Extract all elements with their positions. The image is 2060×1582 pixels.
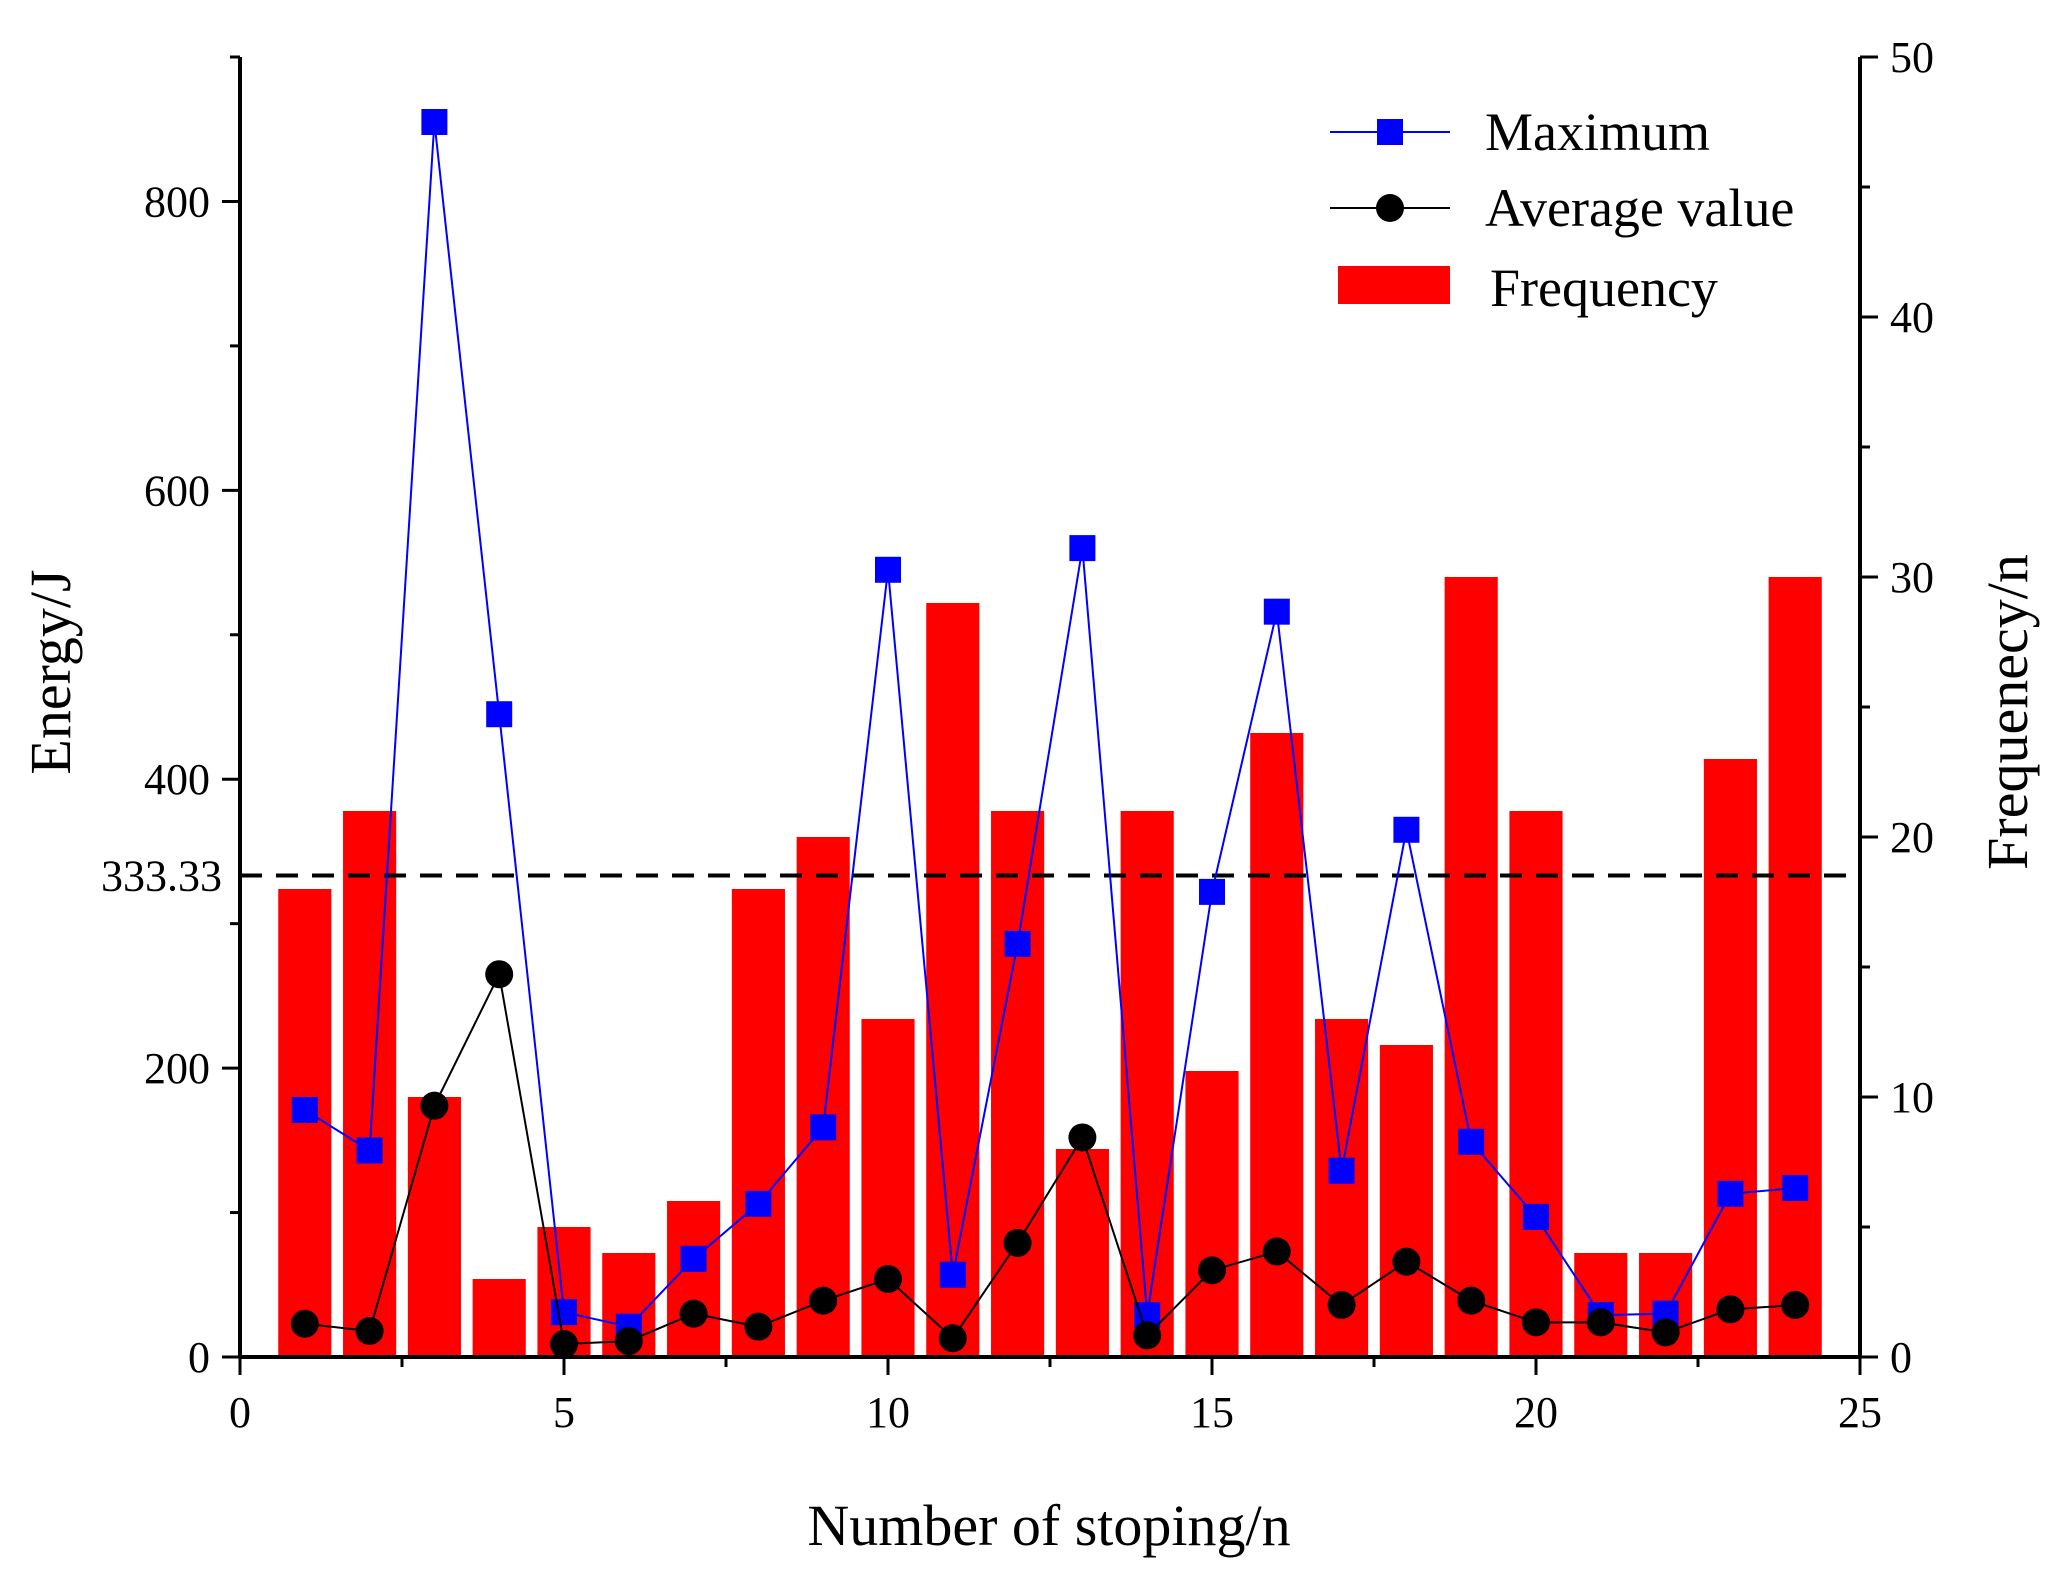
maximum-point	[291, 1097, 318, 1123]
right-tick-label: 10	[1890, 1073, 1934, 1122]
x-tick-label: 0	[229, 1388, 251, 1437]
legend: Maximum Average value Frequency	[1330, 102, 1794, 318]
x-tick-label: 20	[1514, 1388, 1558, 1437]
x-axis-title: Number of stoping/n	[807, 1493, 1290, 1558]
maximum-series	[291, 109, 1809, 1340]
average-point	[874, 1265, 902, 1293]
left-y-axis-title: Energy/J	[18, 569, 83, 774]
legend-average-marker	[1376, 194, 1404, 222]
maximum-point	[421, 109, 448, 135]
average-point	[290, 1309, 319, 1338]
left-tick-label: 800	[144, 177, 210, 226]
average-point	[355, 1317, 384, 1345]
maximum-point	[810, 1114, 837, 1141]
maximum-point	[1328, 1157, 1355, 1184]
maximum-point	[1782, 1175, 1809, 1201]
legend-average-label: Average value	[1485, 178, 1794, 238]
right-tick-label: 20	[1890, 813, 1934, 862]
frequency-bar	[1185, 1071, 1239, 1357]
maximum-point	[1263, 598, 1290, 625]
maximum-point	[486, 701, 513, 728]
frequency-bar	[1120, 811, 1174, 1357]
left-tick-label: 0	[188, 1333, 210, 1382]
average-point	[679, 1299, 708, 1328]
maximum-point	[939, 1261, 966, 1288]
maximum-point	[1004, 930, 1031, 957]
maximum-point	[1069, 535, 1096, 562]
frequency-bar	[407, 1097, 461, 1357]
x-axis: 0 5 10 15 20 25	[229, 1355, 1882, 1437]
average-value-line	[304, 971, 1796, 1346]
frequency-bar	[343, 811, 397, 1357]
maximum-point	[1393, 816, 1420, 843]
frequency-bar	[1703, 759, 1757, 1357]
right-y-axis-title: Frequenecy/n	[1975, 554, 2040, 870]
average-point	[1651, 1318, 1680, 1347]
right-tick-label: 50	[1890, 33, 1934, 82]
frequency-bar	[1768, 577, 1822, 1357]
x-tick-label: 5	[553, 1388, 575, 1437]
average-point	[1716, 1295, 1745, 1324]
x-tick-label: 10	[866, 1388, 910, 1437]
frequency-bar	[1509, 811, 1563, 1357]
right-tick-label: 30	[1890, 553, 1934, 602]
maximum-point	[875, 556, 901, 583]
average-point	[1392, 1247, 1421, 1276]
average-point	[420, 1091, 449, 1120]
frequency-bar	[991, 811, 1045, 1357]
frequency-bar	[796, 837, 850, 1357]
average-point	[938, 1324, 967, 1353]
average-point	[1133, 1321, 1162, 1350]
x-tick-label: 25	[1838, 1388, 1882, 1437]
maximum-point	[1458, 1128, 1485, 1155]
left-tick-label: 200	[144, 1044, 210, 1093]
maximum-line	[304, 121, 1796, 1328]
maximum-point	[680, 1245, 707, 1272]
average-point	[1327, 1291, 1356, 1319]
legend-maximum-marker	[1377, 119, 1403, 145]
average-point	[485, 960, 514, 989]
maximum-point	[1523, 1203, 1549, 1230]
maximum-point	[551, 1299, 577, 1326]
legend-maximum-label: Maximum	[1485, 102, 1710, 162]
average-point	[1198, 1256, 1226, 1285]
right-tick-label: 0	[1890, 1333, 1912, 1382]
average-point	[1522, 1308, 1550, 1337]
maximum-point	[1717, 1180, 1744, 1207]
average-point	[744, 1312, 773, 1341]
average-point	[809, 1286, 838, 1315]
average-point	[614, 1327, 643, 1356]
frequency-bar	[731, 889, 785, 1357]
right-tick-label: 40	[1890, 293, 1934, 342]
average-series	[290, 960, 1810, 1358]
average-point	[1262, 1237, 1291, 1266]
frequency-bar	[926, 603, 980, 1357]
legend-frequency-label: Frequency	[1490, 258, 1718, 318]
right-y-axis: 0 10 20 30 40 50	[1858, 33, 1934, 1382]
frequency-bar	[472, 1279, 526, 1357]
frequency-bar	[861, 1019, 915, 1357]
maximum-point	[1199, 878, 1225, 905]
average-point	[1068, 1123, 1097, 1152]
maximum-point	[356, 1137, 383, 1164]
frequency-bar	[667, 1201, 721, 1357]
average-point	[550, 1330, 578, 1358]
maximum-point	[745, 1190, 772, 1217]
average-point	[1003, 1228, 1032, 1257]
left-y-axis: 0 200 400 600 800	[144, 55, 242, 1382]
frequency-bar	[1379, 1045, 1433, 1357]
left-tick-label: 400	[144, 755, 210, 804]
frequency-bar	[1055, 1149, 1109, 1357]
average-point	[1586, 1308, 1615, 1337]
legend-frequency-swatch	[1338, 266, 1450, 304]
average-point	[1781, 1291, 1810, 1319]
x-tick-label: 15	[1190, 1388, 1234, 1437]
average-point	[1457, 1286, 1486, 1315]
reference-line-label: 333.33	[101, 852, 222, 901]
frequency-bar	[1444, 577, 1498, 1357]
left-tick-label: 600	[144, 466, 210, 515]
